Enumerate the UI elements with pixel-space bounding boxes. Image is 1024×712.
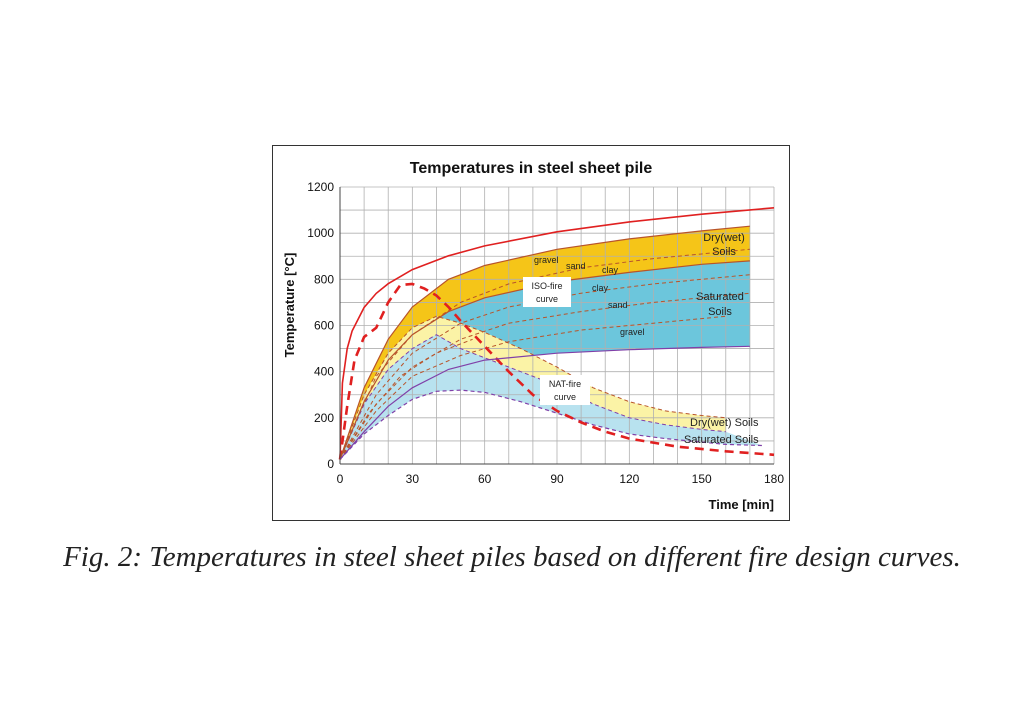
label-sand-mid: sand: [608, 300, 628, 310]
series-saturated-soils: [339, 260, 750, 460]
y-tick-label: 1200: [307, 180, 334, 194]
x-tick-label: 120: [619, 472, 639, 486]
label-drywet-iso-2: Soils: [712, 246, 736, 258]
soil-dashed-line: [339, 274, 750, 460]
nat-drywet-lower-line: [339, 334, 726, 460]
y-tick-label: 1000: [307, 226, 334, 240]
label-iso-1: ISO-fire: [531, 281, 562, 291]
nat-saturated-line: [339, 389, 762, 460]
series-dry-wet-soils: [339, 225, 750, 460]
chart: 0 30 60 90 120 150 180 0 200 400 600 800 1000 1200 Te…: [282, 160, 784, 512]
x-tick-label: 60: [478, 472, 492, 486]
label-nat-2: curve: [554, 392, 576, 402]
chart-lines: [338, 207, 775, 460]
soil-dashed-line: [339, 292, 750, 460]
label-sat-nat: Saturated Soils: [684, 434, 759, 446]
y-tick-label: 200: [314, 411, 334, 425]
label-drywet-nat: Dry(wet) Soils: [690, 417, 759, 429]
chart-ticks: 0 30 60 90 120 150 180 0 200 400 600 800 1000 1200: [307, 180, 784, 486]
figure-caption: Fig. 2: Temperatures in steel sheet pile…: [63, 541, 961, 573]
label-sat-iso-1: Saturated: [696, 291, 744, 303]
series-saturated-soils-nat-: [339, 345, 750, 460]
label-gravel-mid: gravel: [620, 327, 645, 337]
iso-label-box: [523, 277, 571, 307]
soil-dashed-line: [339, 315, 726, 460]
x-tick-label: 30: [406, 472, 420, 486]
band-saturated-iso: [340, 260, 750, 460]
x-tick-label: 90: [550, 472, 564, 486]
label-clay-top: clay: [602, 265, 619, 275]
chart-title: Temperatures in steel sheet pile: [410, 160, 653, 177]
label-iso-2: curve: [536, 294, 558, 304]
x-tick-label: 180: [764, 472, 784, 486]
label-sat-iso-2: Soils: [708, 306, 732, 318]
soil-dashed-line: [339, 338, 473, 460]
label-clay-mid: clay: [592, 283, 609, 293]
label-sand-top: sand: [566, 261, 586, 271]
y-tick-label: 400: [314, 365, 334, 379]
nat-label-box: [540, 375, 590, 405]
nat-drywet-upper-line: [339, 315, 726, 460]
y-tick-label: 0: [327, 457, 334, 471]
x-tick-label: 150: [692, 472, 712, 486]
y-axis-label: Temperature [°C]: [282, 253, 297, 358]
x-tick-label: 0: [337, 472, 344, 486]
label-drywet-iso-1: Dry(wet): [703, 232, 745, 244]
x-axis-label: Time [min]: [709, 497, 775, 512]
soil-dashed-line: [339, 248, 750, 460]
label-gravel-top: gravel: [534, 255, 559, 265]
series-iso-fire-curve: [339, 207, 775, 460]
label-nat-1: NAT-fire: [549, 379, 581, 389]
y-tick-label: 800: [314, 272, 334, 286]
y-tick-label: 600: [314, 319, 334, 333]
chart-axes: [339, 187, 774, 465]
